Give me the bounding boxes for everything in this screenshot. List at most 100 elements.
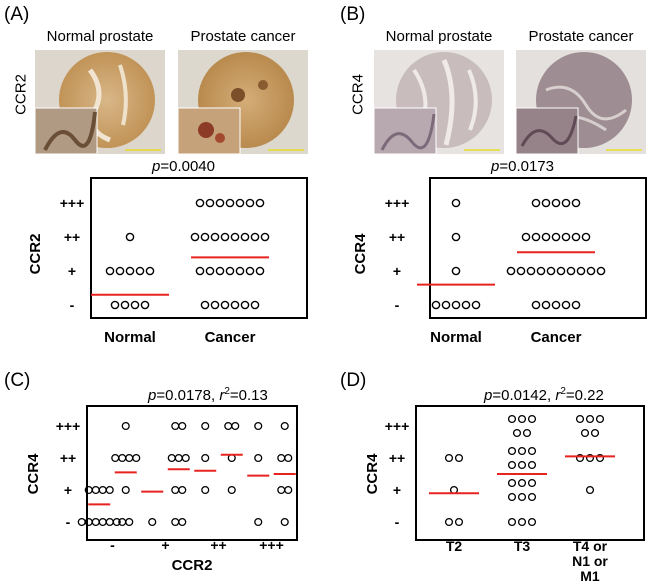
- data-point: [551, 300, 561, 310]
- data-point: [121, 421, 130, 431]
- panel-b-image-cancer: [516, 50, 646, 154]
- data-point: [444, 517, 454, 527]
- x-axis-label: CCR2: [172, 557, 213, 574]
- panel-b-image-normal: [374, 50, 504, 154]
- data-point: [230, 300, 240, 310]
- data-point: [284, 485, 293, 495]
- data-point: [585, 453, 595, 463]
- data-point: [140, 300, 150, 310]
- x-tick-label: +: [161, 537, 169, 553]
- data-point: [576, 266, 586, 276]
- data-point: [551, 232, 561, 242]
- data-point: [507, 446, 517, 456]
- y-tick-label: +: [64, 482, 72, 498]
- data-point: [590, 428, 600, 438]
- y-tick-label: ++: [64, 229, 80, 245]
- data-point: [200, 232, 210, 242]
- data-point: [255, 266, 265, 276]
- y-axis-label: CCR2: [27, 234, 44, 275]
- data-point: [527, 414, 537, 424]
- data-point: [526, 266, 536, 276]
- data-point: [225, 198, 235, 208]
- x-category-label: Normal: [430, 329, 482, 346]
- data-point: [195, 198, 205, 208]
- data-point: [522, 428, 532, 438]
- data-point: [531, 232, 541, 242]
- data-point: [167, 453, 176, 463]
- y-tick-label: ++: [60, 450, 76, 466]
- data-point: [240, 232, 250, 242]
- data-point: [595, 453, 605, 463]
- x-category-label: Cancer: [531, 329, 582, 346]
- data-point: [105, 485, 114, 495]
- data-point: [451, 198, 461, 208]
- data-point: [77, 517, 86, 527]
- y-tick-label: ++: [389, 450, 405, 466]
- data-point: [506, 266, 516, 276]
- data-point: [575, 453, 585, 463]
- y-tick-label: +: [68, 263, 76, 279]
- data-point: [527, 446, 537, 456]
- data-point: [454, 517, 464, 527]
- data-point: [135, 266, 145, 276]
- data-point: [441, 300, 451, 310]
- data-point: [561, 198, 571, 208]
- data-point: [561, 232, 571, 242]
- data-point: [178, 421, 187, 431]
- data-point: [110, 300, 120, 310]
- data-point: [507, 492, 517, 502]
- data-point: [200, 300, 210, 310]
- panel-a-header-normal: Normal prostate: [46, 28, 154, 45]
- data-point: [178, 517, 187, 527]
- data-point: [178, 485, 187, 495]
- data-point: [451, 266, 461, 276]
- data-point: [585, 414, 595, 424]
- data-point: [205, 266, 215, 276]
- data-point: [451, 300, 461, 310]
- y-axis-label: CCR4: [352, 233, 369, 274]
- data-point: [190, 232, 200, 242]
- panel-b-header-normal: Normal prostate: [385, 28, 493, 45]
- data-point: [118, 453, 127, 463]
- data-point: [245, 266, 255, 276]
- data-point: [240, 300, 250, 310]
- data-point: [561, 300, 571, 310]
- panel-b-header-cancer: Prostate cancer: [528, 28, 634, 45]
- data-point: [454, 453, 464, 463]
- y-axis-label: CCR4: [364, 453, 381, 494]
- data-point: [230, 232, 240, 242]
- data-point: [250, 232, 260, 242]
- data-point: [171, 421, 180, 431]
- panel-c-chart: -++++++CCR4- + ++ +++CCR2: [25, 418, 296, 574]
- data-point: [571, 232, 581, 242]
- data-point: [507, 414, 517, 424]
- x-tick-label: +++: [259, 537, 284, 553]
- data-point: [125, 517, 134, 527]
- y-tick-label: -: [395, 514, 400, 530]
- y-tick-label: ++: [389, 229, 405, 245]
- y-tick-label: +++: [56, 418, 81, 434]
- panel-b-pvalue: p=0.0173: [491, 158, 554, 175]
- data-point: [527, 460, 537, 470]
- data-point: [571, 300, 581, 310]
- panel-a-pvalue: p=0.0040: [152, 158, 215, 175]
- data-point: [585, 485, 595, 495]
- panel-a-image-normal: [35, 50, 165, 154]
- data-point: [235, 266, 245, 276]
- data-point: [541, 198, 551, 208]
- data-point: [461, 300, 471, 310]
- data-point: [255, 198, 265, 208]
- data-point: [431, 300, 441, 310]
- data-point: [181, 453, 190, 463]
- data-point: [571, 198, 581, 208]
- panel-a-header-cancer: Prostate cancer: [190, 28, 296, 45]
- data-point: [566, 266, 576, 276]
- panel-c-label: (C): [4, 370, 31, 391]
- y-axis-label: CCR4: [25, 453, 42, 494]
- x-category-label: M1: [580, 568, 600, 584]
- x-category-label: Cancer: [205, 329, 256, 346]
- panel-b-label: (B): [340, 4, 366, 25]
- data-point: [235, 198, 245, 208]
- data-point: [527, 517, 537, 527]
